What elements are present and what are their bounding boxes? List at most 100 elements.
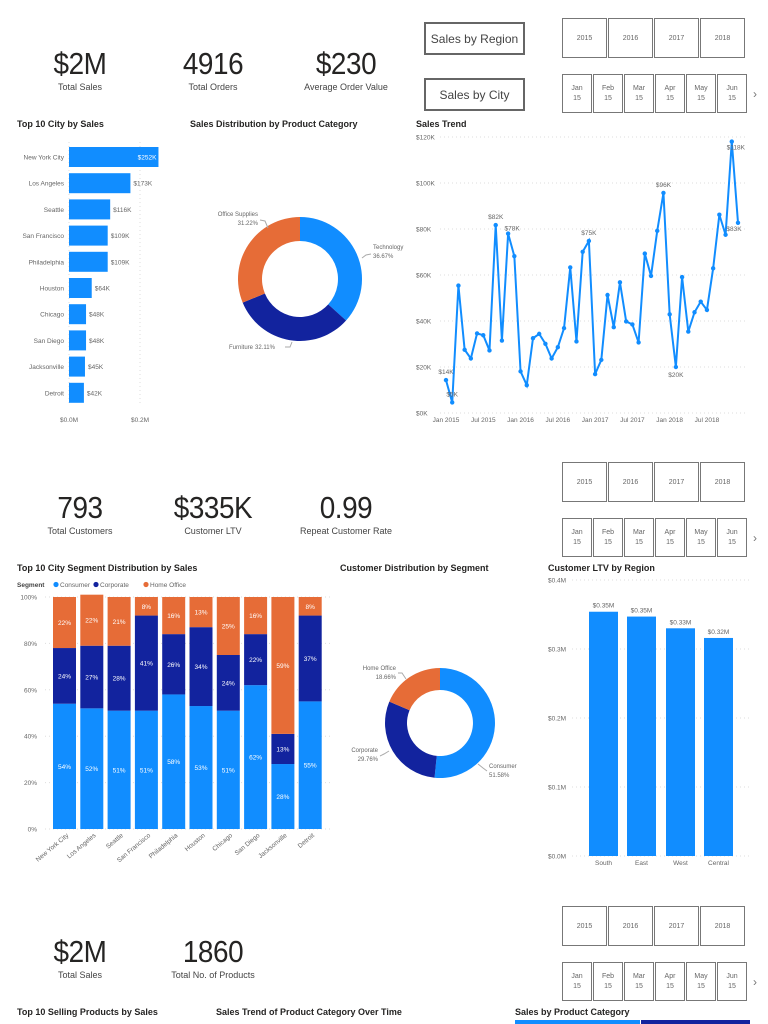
bar[interactable] [69,356,85,377]
data-point[interactable] [735,220,741,225]
stacked-bar-segment[interactable] [298,597,322,616]
stacked-bar-segment[interactable] [244,634,268,686]
stacked-bar-segment[interactable] [80,594,104,646]
data-point[interactable] [561,325,567,331]
donut-slice[interactable] [237,216,300,303]
data-point[interactable] [592,371,598,377]
month-slicer-item[interactable]: May 15 [686,74,716,113]
data-point[interactable] [692,310,697,315]
year-slicer-item[interactable]: 2017 [654,906,699,946]
data-point[interactable] [686,329,691,334]
data-point[interactable] [481,333,486,338]
data-point[interactable] [456,283,461,288]
stacked-bar-segment[interactable] [189,706,213,829]
bar[interactable] [589,611,618,856]
month-slicer-item[interactable]: Feb 15 [593,518,623,557]
month-slicer-item[interactable]: Jun 15 [717,962,747,1001]
data-point[interactable] [710,266,716,271]
month-slicer-item[interactable]: Jun 15 [717,518,747,557]
data-point[interactable] [580,249,585,254]
data-point[interactable] [443,377,449,383]
data-point[interactable] [574,339,579,344]
bar[interactable] [69,173,131,194]
data-point[interactable] [549,356,554,361]
stacked-bar-segment[interactable] [134,710,158,829]
stacked-bar-segment[interactable] [298,615,322,702]
bar[interactable] [69,199,111,220]
data-point[interactable] [673,364,679,370]
stacked-bar-segment[interactable] [189,597,213,628]
data-point[interactable] [518,369,523,374]
stacked-bar-segment[interactable] [80,645,104,709]
stacked-bar-segment[interactable] [162,597,186,635]
stacked-bar-segment[interactable] [216,597,240,655]
stacked-bar-segment[interactable] [271,764,295,829]
data-point[interactable] [630,322,635,327]
chevron-right-icon[interactable]: › [753,974,757,989]
sales-by-region-button[interactable]: Sales by Region [424,22,525,55]
stacked-bar-segment[interactable] [134,615,158,711]
data-point[interactable] [512,253,517,259]
month-slicer-item[interactable]: Apr 15 [655,74,685,113]
bar[interactable] [69,382,84,403]
stacked-bar-segment[interactable] [53,648,76,704]
donut-slice[interactable] [300,217,363,321]
data-point[interactable] [524,382,529,388]
month-slicer-item[interactable]: Jan 15 [562,962,592,1001]
stacked-bar-segment[interactable] [80,708,104,829]
data-point[interactable] [450,400,455,405]
stacked-bar-segment[interactable] [53,597,76,649]
data-point[interactable] [623,319,629,324]
bar[interactable] [69,147,159,167]
data-point[interactable] [586,238,592,244]
data-point[interactable] [474,331,480,336]
stacked-bar-segment[interactable] [216,710,240,829]
stacked-bar-segment[interactable] [107,597,131,646]
bar[interactable] [69,225,108,246]
year-slicer-item[interactable]: 2015 [562,462,607,502]
data-point[interactable] [599,357,604,363]
bar[interactable] [69,251,108,272]
data-point[interactable] [648,273,654,279]
data-point[interactable] [493,222,498,228]
data-point[interactable] [530,336,536,341]
year-slicer-item[interactable]: 2016 [608,18,653,58]
donut-slice[interactable] [385,701,437,778]
data-point[interactable] [729,139,734,144]
data-point[interactable] [505,231,511,236]
year-slicer-item[interactable]: 2016 [608,462,653,502]
year-slicer-item[interactable]: 2016 [608,906,653,946]
data-point[interactable] [499,338,505,343]
month-slicer-item[interactable]: Jun 15 [717,74,747,113]
stacked-bar-segment[interactable] [298,701,322,829]
month-slicer-item[interactable]: Jan 15 [562,74,592,113]
data-point[interactable] [704,307,710,313]
stacked-bar-segment[interactable] [216,655,240,711]
data-point[interactable] [543,341,548,346]
year-slicer-item[interactable]: 2015 [562,906,607,946]
year-slicer-item[interactable]: 2018 [700,906,745,946]
month-slicer-item[interactable]: Jan 15 [562,518,592,557]
data-point[interactable] [679,274,685,280]
stacked-bar-segment[interactable] [244,685,268,829]
stacked-bar-segment[interactable] [271,733,295,765]
data-point[interactable] [667,312,672,317]
chevron-right-icon[interactable]: › [753,530,757,545]
bar[interactable] [69,330,87,351]
month-slicer-item[interactable]: Feb 15 [593,962,623,1001]
data-point[interactable] [717,212,722,217]
data-point[interactable] [462,347,467,352]
data-point[interactable] [655,228,660,234]
year-slicer-item[interactable]: 2018 [700,462,745,502]
bar[interactable] [627,616,656,856]
year-slicer-item[interactable]: 2018 [700,18,745,58]
year-slicer-item[interactable]: 2015 [562,18,607,58]
data-point[interactable] [605,292,610,298]
data-point[interactable] [698,299,703,304]
month-slicer-item[interactable]: Mar 15 [624,518,654,557]
stacked-bar-segment[interactable] [107,710,131,829]
data-point[interactable] [617,280,623,285]
sales-by-city-button[interactable]: Sales by City [424,78,525,111]
stacked-bar-segment[interactable] [244,597,268,635]
stacked-bar-segment[interactable] [107,645,131,711]
